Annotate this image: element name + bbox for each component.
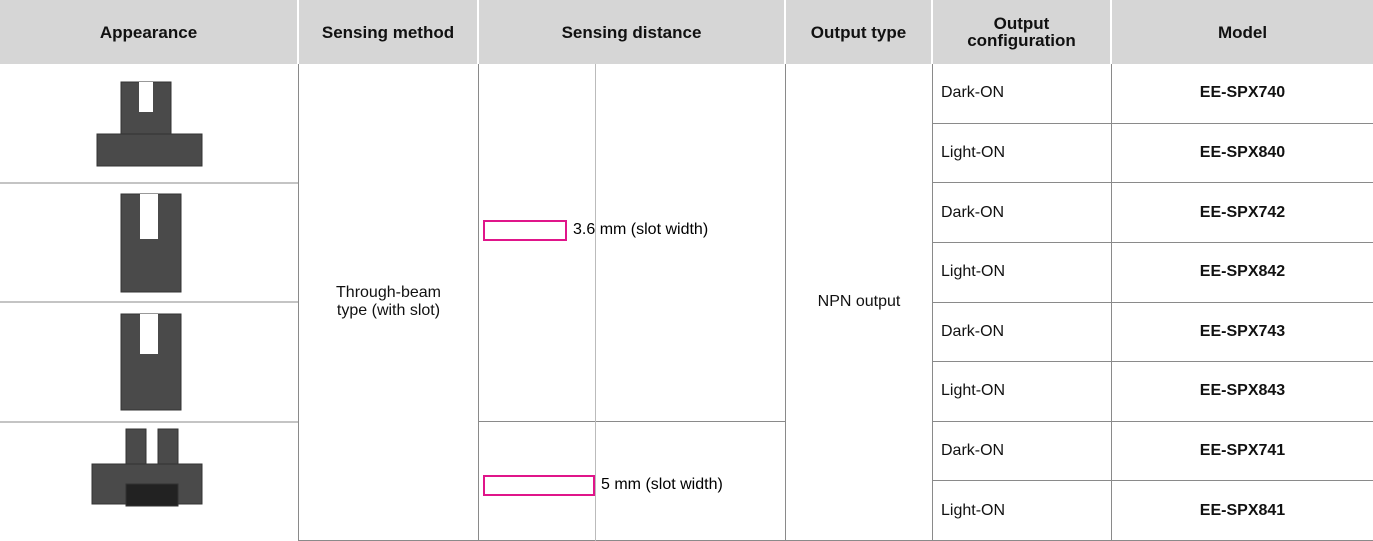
- sensing-method: Through-beam type (with slot): [299, 64, 479, 541]
- distance-cell: [479, 64, 786, 422]
- slot-marker: [483, 475, 595, 496]
- config-cell: Light-ON: [933, 362, 1112, 422]
- divider: [595, 64, 596, 541]
- header-cell: Model: [1112, 0, 1373, 64]
- model-cell: EE-SPX842: [1112, 243, 1373, 303]
- config-cell: Dark-ON: [933, 64, 1112, 124]
- config-cell: Dark-ON: [933, 421, 1112, 482]
- header-cell: Sensing method: [299, 0, 479, 64]
- header-cell: Output configuration: [933, 0, 1112, 64]
- model-cell: EE-SPX742: [1112, 183, 1373, 243]
- config-cell: Light-ON: [933, 481, 1112, 541]
- config-cell: Dark-ON: [933, 302, 1112, 363]
- config-cell: Light-ON: [933, 123, 1112, 184]
- header-cell: Output type: [786, 0, 933, 64]
- output-type: NPN output: [786, 64, 933, 541]
- model-cell: EE-SPX841: [1112, 481, 1373, 541]
- distance-text: 3.6 mm (slot width): [573, 221, 709, 238]
- distance-text: 5 mm (slot width): [601, 476, 723, 493]
- model-cell: EE-SPX741: [1112, 422, 1373, 482]
- model-cell: EE-SPX740: [1112, 64, 1373, 124]
- config-cell: Dark-ON: [933, 183, 1112, 243]
- header-cell: Sensing distance: [479, 0, 786, 64]
- model-cell: EE-SPX843: [1112, 362, 1373, 422]
- config-cell: Light-ON: [933, 242, 1112, 303]
- model-cell: EE-SPX840: [1112, 124, 1373, 184]
- model-cell: EE-SPX743: [1112, 303, 1373, 363]
- product-photos: [0, 64, 299, 541]
- slot-marker: [483, 220, 567, 241]
- header-cell: Appearance: [0, 0, 299, 64]
